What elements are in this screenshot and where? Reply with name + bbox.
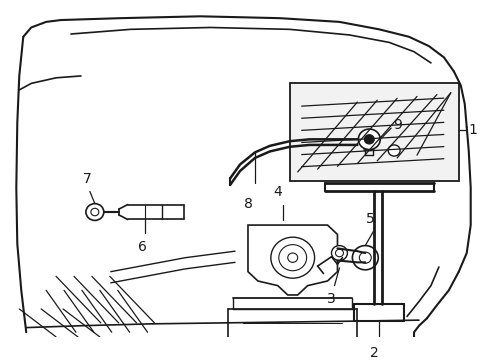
Circle shape — [364, 135, 373, 144]
Circle shape — [387, 145, 399, 156]
Text: 7: 7 — [82, 172, 91, 186]
Text: 5: 5 — [365, 212, 374, 226]
Circle shape — [91, 208, 99, 216]
Text: 8: 8 — [243, 197, 252, 211]
Circle shape — [358, 129, 380, 149]
Text: 9: 9 — [392, 118, 401, 132]
Circle shape — [331, 246, 346, 261]
Text: 4: 4 — [273, 185, 282, 199]
Bar — [289, 84, 458, 181]
Text: 2: 2 — [369, 346, 378, 360]
Circle shape — [352, 246, 377, 270]
Text: 3: 3 — [326, 292, 335, 306]
Circle shape — [287, 253, 297, 262]
Text: 1: 1 — [468, 123, 477, 137]
Circle shape — [86, 204, 103, 220]
Text: 6: 6 — [138, 240, 147, 254]
Circle shape — [335, 249, 343, 257]
